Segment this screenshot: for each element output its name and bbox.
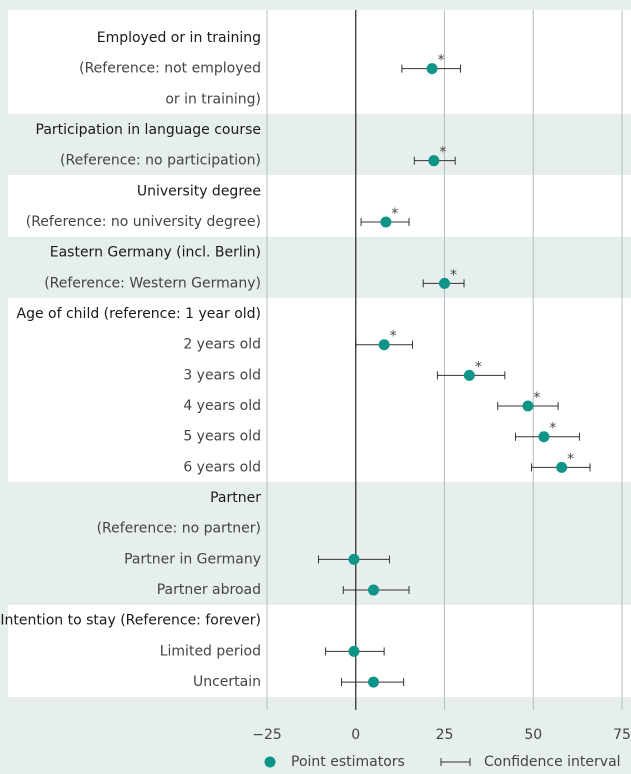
point — [522, 400, 534, 412]
point — [348, 553, 360, 565]
point — [348, 645, 360, 657]
significance: * — [475, 359, 482, 375]
row-label: 3 years old — [183, 367, 261, 383]
point — [556, 461, 568, 473]
row-label: Limited period — [160, 643, 261, 659]
point — [378, 339, 390, 351]
point — [428, 155, 440, 167]
x-tick-label: 75 — [613, 727, 631, 743]
row-label: 6 years old — [183, 459, 261, 475]
row-label: Participation in language course — [36, 122, 262, 138]
significance: * — [549, 421, 556, 437]
band — [8, 10, 631, 114]
row-label: (Reference: Western Germany) — [44, 275, 261, 291]
row-label: 2 years old — [183, 337, 261, 353]
band — [8, 298, 631, 482]
legend-marker — [264, 756, 276, 768]
row-label: (Reference: not employed — [79, 61, 261, 77]
band — [8, 175, 631, 237]
legend-label: Confidence interval — [484, 754, 621, 770]
x-tick-label: 25 — [436, 727, 454, 743]
legend-label: Point estimators — [291, 754, 405, 770]
row-label: Age of child (reference: 1 year old) — [17, 306, 261, 322]
row-label: (Reference: no participation) — [60, 153, 261, 169]
row-label: (Reference: no university degree) — [26, 214, 261, 230]
band — [8, 605, 631, 697]
significance: * — [438, 53, 445, 69]
row-label: Partner — [210, 490, 261, 506]
row-label: Intention to stay (Reference: forever) — [0, 613, 261, 629]
row-label: (Reference: no partner) — [97, 521, 261, 537]
row-label: 5 years old — [183, 429, 261, 445]
x-tick-label: 50 — [524, 727, 542, 743]
point — [380, 216, 392, 228]
row-label: Uncertain — [193, 674, 261, 690]
row-label: Partner abroad — [157, 582, 261, 598]
row-label: Eastern Germany (incl. Berlin) — [50, 245, 261, 261]
point — [368, 676, 379, 688]
x-tick-label: −25 — [252, 727, 282, 743]
x-tick-label: 0 — [351, 727, 360, 743]
row-label: or in training) — [165, 91, 261, 107]
significance: * — [450, 267, 457, 283]
significance: * — [439, 145, 446, 161]
significance: * — [533, 390, 540, 406]
significance: * — [391, 206, 398, 222]
row-label: Partner in Germany — [124, 551, 261, 567]
row-label: Employed or in training — [97, 30, 261, 46]
significance: * — [567, 451, 574, 467]
row-label: 4 years old — [183, 398, 261, 414]
point — [463, 369, 475, 381]
point — [439, 277, 450, 289]
row-label: University degree — [137, 183, 261, 199]
point — [538, 431, 550, 443]
row-bands — [8, 10, 631, 697]
point — [426, 63, 438, 75]
point — [368, 584, 379, 596]
significance: * — [390, 329, 397, 345]
